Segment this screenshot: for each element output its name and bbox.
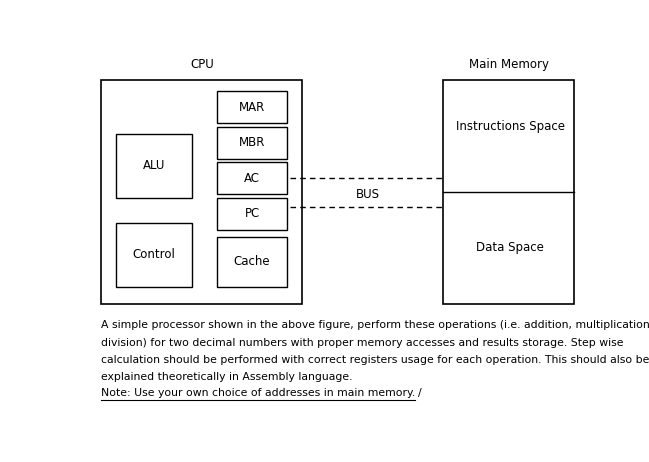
Text: calculation should be performed with correct registers usage for each operation.: calculation should be performed with cor… — [101, 355, 649, 365]
Text: Main Memory: Main Memory — [469, 59, 548, 72]
Text: BUS: BUS — [356, 188, 380, 201]
Text: ALU: ALU — [143, 159, 165, 172]
Bar — [217, 91, 288, 123]
Text: MAR: MAR — [239, 101, 265, 114]
Text: MBR: MBR — [239, 136, 265, 149]
Text: division) for two decimal numbers with proper memory accesses and results storag: division) for two decimal numbers with p… — [101, 338, 624, 347]
Text: Note: Use your own choice of addresses in main memory.: Note: Use your own choice of addresses i… — [101, 388, 415, 398]
Text: Instructions Space: Instructions Space — [456, 120, 565, 133]
Text: A simple processor shown in the above figure, perform these operations (i.e. add: A simple processor shown in the above fi… — [101, 321, 649, 330]
Text: Data Space: Data Space — [476, 241, 544, 254]
Bar — [217, 198, 288, 230]
Bar — [217, 162, 288, 194]
Text: PC: PC — [245, 207, 260, 220]
Text: /: / — [418, 388, 422, 398]
Bar — [116, 134, 192, 198]
Bar — [443, 80, 574, 304]
Text: AC: AC — [244, 172, 260, 185]
Bar — [217, 237, 288, 286]
Bar — [101, 80, 302, 304]
Text: Control: Control — [132, 248, 175, 261]
Text: explained theoretically in Assembly language.: explained theoretically in Assembly lang… — [101, 372, 353, 382]
Text: Cache: Cache — [234, 255, 271, 268]
Bar — [217, 127, 288, 158]
Bar — [116, 223, 192, 286]
Text: CPU: CPU — [190, 59, 214, 72]
